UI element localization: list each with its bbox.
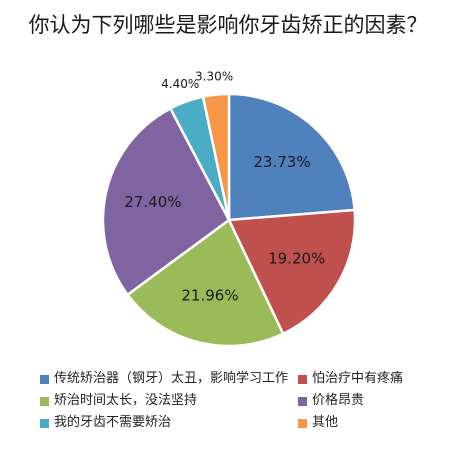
slice-value-label-3: 21.96% xyxy=(181,286,238,304)
pie-slice-1 xyxy=(227,92,356,222)
pie-slice-3 xyxy=(126,218,285,348)
pie-slice-4 xyxy=(101,107,231,296)
legend-item-3: 矫治时间太长，没法坚持 xyxy=(40,392,298,410)
legend-label-2: 怕治疗中有疼痛 xyxy=(312,371,404,386)
legend-swatch-4 xyxy=(298,396,307,406)
pie-slice-6 xyxy=(201,92,231,222)
slice-value-label-4: 27.40% xyxy=(124,193,181,211)
slice-value-label-2: 19.20% xyxy=(268,250,325,268)
legend-label-5: 我的牙齿不需要矫治 xyxy=(54,415,172,430)
pie-chart: 23.73% 19.20% 21.96% 27.40% 4.40%3.30% xyxy=(101,69,357,348)
legend-label-4: 价格昂贵 xyxy=(312,393,365,408)
legend-label-6: 其他 xyxy=(312,415,339,430)
legend-swatch-6 xyxy=(298,418,307,428)
legend-swatch-1 xyxy=(40,374,49,384)
legend-swatch-2 xyxy=(298,374,307,384)
legend-item-4: 价格昂贵 xyxy=(298,392,448,410)
legend-item-5: 我的牙齿不需要矫治 xyxy=(40,414,298,432)
legend-label-3: 矫治时间太长，没法坚持 xyxy=(54,393,198,408)
slice-value-label-5: 4.40% xyxy=(161,77,199,91)
legend-swatch-5 xyxy=(40,418,49,428)
chart-legend: 传统矫治器（钢牙）太丑，影响学习工作 怕治疗中有疼痛矫治时间太长，没法坚持 价格昂贵… xyxy=(40,370,450,432)
slice-value-label-1: 23.73% xyxy=(253,153,310,171)
legend-item-1: 传统矫治器（钢牙）太丑，影响学习工作 xyxy=(40,370,298,388)
legend-swatch-3 xyxy=(40,396,49,406)
pie-slice-2 xyxy=(227,208,357,336)
slice-value-label-6: 3.30% xyxy=(195,69,233,83)
legend-label-1: 传统矫治器（钢牙）太丑，影响学习工作 xyxy=(54,371,289,386)
legend-item-6: 其他 xyxy=(298,414,448,432)
chart-title: 你认为下列哪些是影响你牙齿矫正的因素？ xyxy=(28,13,428,37)
legend-item-2: 怕治疗中有疼痛 xyxy=(298,370,448,388)
